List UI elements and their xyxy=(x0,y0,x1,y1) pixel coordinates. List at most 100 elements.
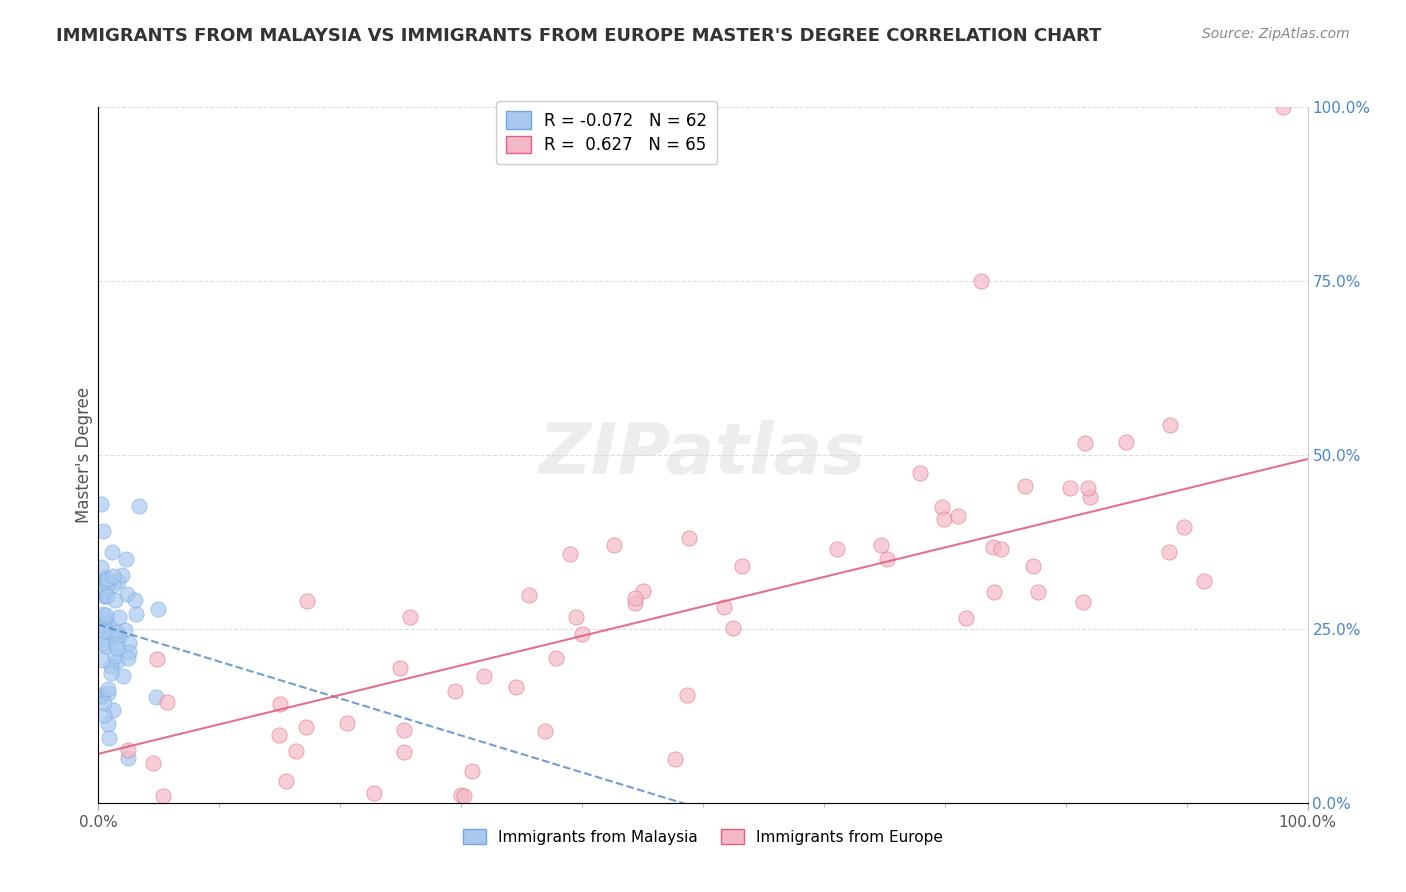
Point xyxy=(94,639,117,653)
Point xyxy=(96,577,118,591)
Point xyxy=(876,552,898,566)
Point xyxy=(450,789,472,803)
Point xyxy=(558,547,581,561)
Point xyxy=(1022,559,1045,574)
Point xyxy=(1073,594,1095,608)
Point xyxy=(565,609,588,624)
Point xyxy=(363,786,385,800)
Point xyxy=(1272,100,1295,114)
Point xyxy=(731,559,754,574)
Point xyxy=(97,681,120,696)
Point xyxy=(534,724,557,739)
Point xyxy=(269,697,291,711)
Point xyxy=(1074,435,1097,450)
Point xyxy=(98,731,121,745)
Point xyxy=(90,497,112,511)
Text: Source: ZipAtlas.com: Source: ZipAtlas.com xyxy=(1202,27,1350,41)
Point xyxy=(115,587,138,601)
Point xyxy=(105,624,128,639)
Point xyxy=(107,610,129,624)
Point xyxy=(453,789,475,803)
Point xyxy=(1115,434,1137,449)
Point xyxy=(111,668,134,682)
Point xyxy=(152,789,174,803)
Point xyxy=(87,622,110,636)
Point xyxy=(94,612,117,626)
Point xyxy=(89,689,111,703)
Point xyxy=(107,574,129,588)
Point xyxy=(955,611,977,625)
Point xyxy=(91,690,114,704)
Point xyxy=(90,690,112,705)
Point xyxy=(103,626,125,640)
Point xyxy=(1014,479,1036,493)
Point xyxy=(124,593,146,607)
Point xyxy=(93,569,115,583)
Point xyxy=(1028,585,1050,599)
Point xyxy=(114,623,136,637)
Point xyxy=(97,716,120,731)
Point xyxy=(825,542,848,557)
Point xyxy=(108,630,131,644)
Point xyxy=(104,649,127,664)
Point xyxy=(1194,574,1216,589)
Point xyxy=(297,594,319,608)
Point xyxy=(101,703,124,717)
Point xyxy=(1059,481,1081,495)
Point xyxy=(125,607,148,621)
Point xyxy=(93,624,115,638)
Point xyxy=(444,684,467,698)
Point xyxy=(274,774,297,789)
Point xyxy=(93,589,115,603)
Point xyxy=(505,680,527,694)
Point xyxy=(117,750,139,764)
Point xyxy=(101,569,124,583)
Point xyxy=(111,567,134,582)
Point xyxy=(142,756,165,770)
Point xyxy=(97,686,120,700)
Point xyxy=(146,602,169,616)
Point xyxy=(676,688,699,702)
Point xyxy=(983,584,1005,599)
Point xyxy=(93,708,115,723)
Point xyxy=(284,743,307,757)
Point xyxy=(603,538,626,552)
Point xyxy=(103,578,125,592)
Point xyxy=(90,560,112,574)
Point xyxy=(155,695,177,709)
Point xyxy=(96,608,118,623)
Point xyxy=(90,631,112,645)
Point xyxy=(946,508,969,523)
Text: IMMIGRANTS FROM MALAYSIA VS IMMIGRANTS FROM EUROPE MASTER'S DEGREE CORRELATION C: IMMIGRANTS FROM MALAYSIA VS IMMIGRANTS F… xyxy=(56,27,1102,45)
Point xyxy=(1157,545,1180,559)
Point xyxy=(1078,490,1101,504)
Point xyxy=(392,745,415,759)
Point xyxy=(104,593,127,607)
Point xyxy=(105,654,128,668)
Point xyxy=(145,690,167,705)
Point xyxy=(117,742,139,756)
Point xyxy=(931,500,953,514)
Point xyxy=(100,659,122,673)
Point xyxy=(399,610,422,624)
Point xyxy=(101,545,124,559)
Point xyxy=(713,599,735,614)
Point xyxy=(96,589,118,603)
Point xyxy=(91,524,114,539)
Point xyxy=(94,574,117,588)
Point xyxy=(388,661,411,675)
Point xyxy=(96,590,118,604)
Point xyxy=(117,635,139,649)
Point xyxy=(145,652,167,666)
Point xyxy=(908,466,931,480)
Y-axis label: Master's Degree: Master's Degree xyxy=(75,387,93,523)
Point xyxy=(517,588,540,602)
Point xyxy=(1077,481,1099,495)
Point xyxy=(624,596,647,610)
Point xyxy=(392,723,415,737)
Point xyxy=(117,650,139,665)
Point xyxy=(721,621,744,635)
Point xyxy=(295,720,318,734)
Point xyxy=(932,511,955,525)
Point xyxy=(1159,417,1181,432)
